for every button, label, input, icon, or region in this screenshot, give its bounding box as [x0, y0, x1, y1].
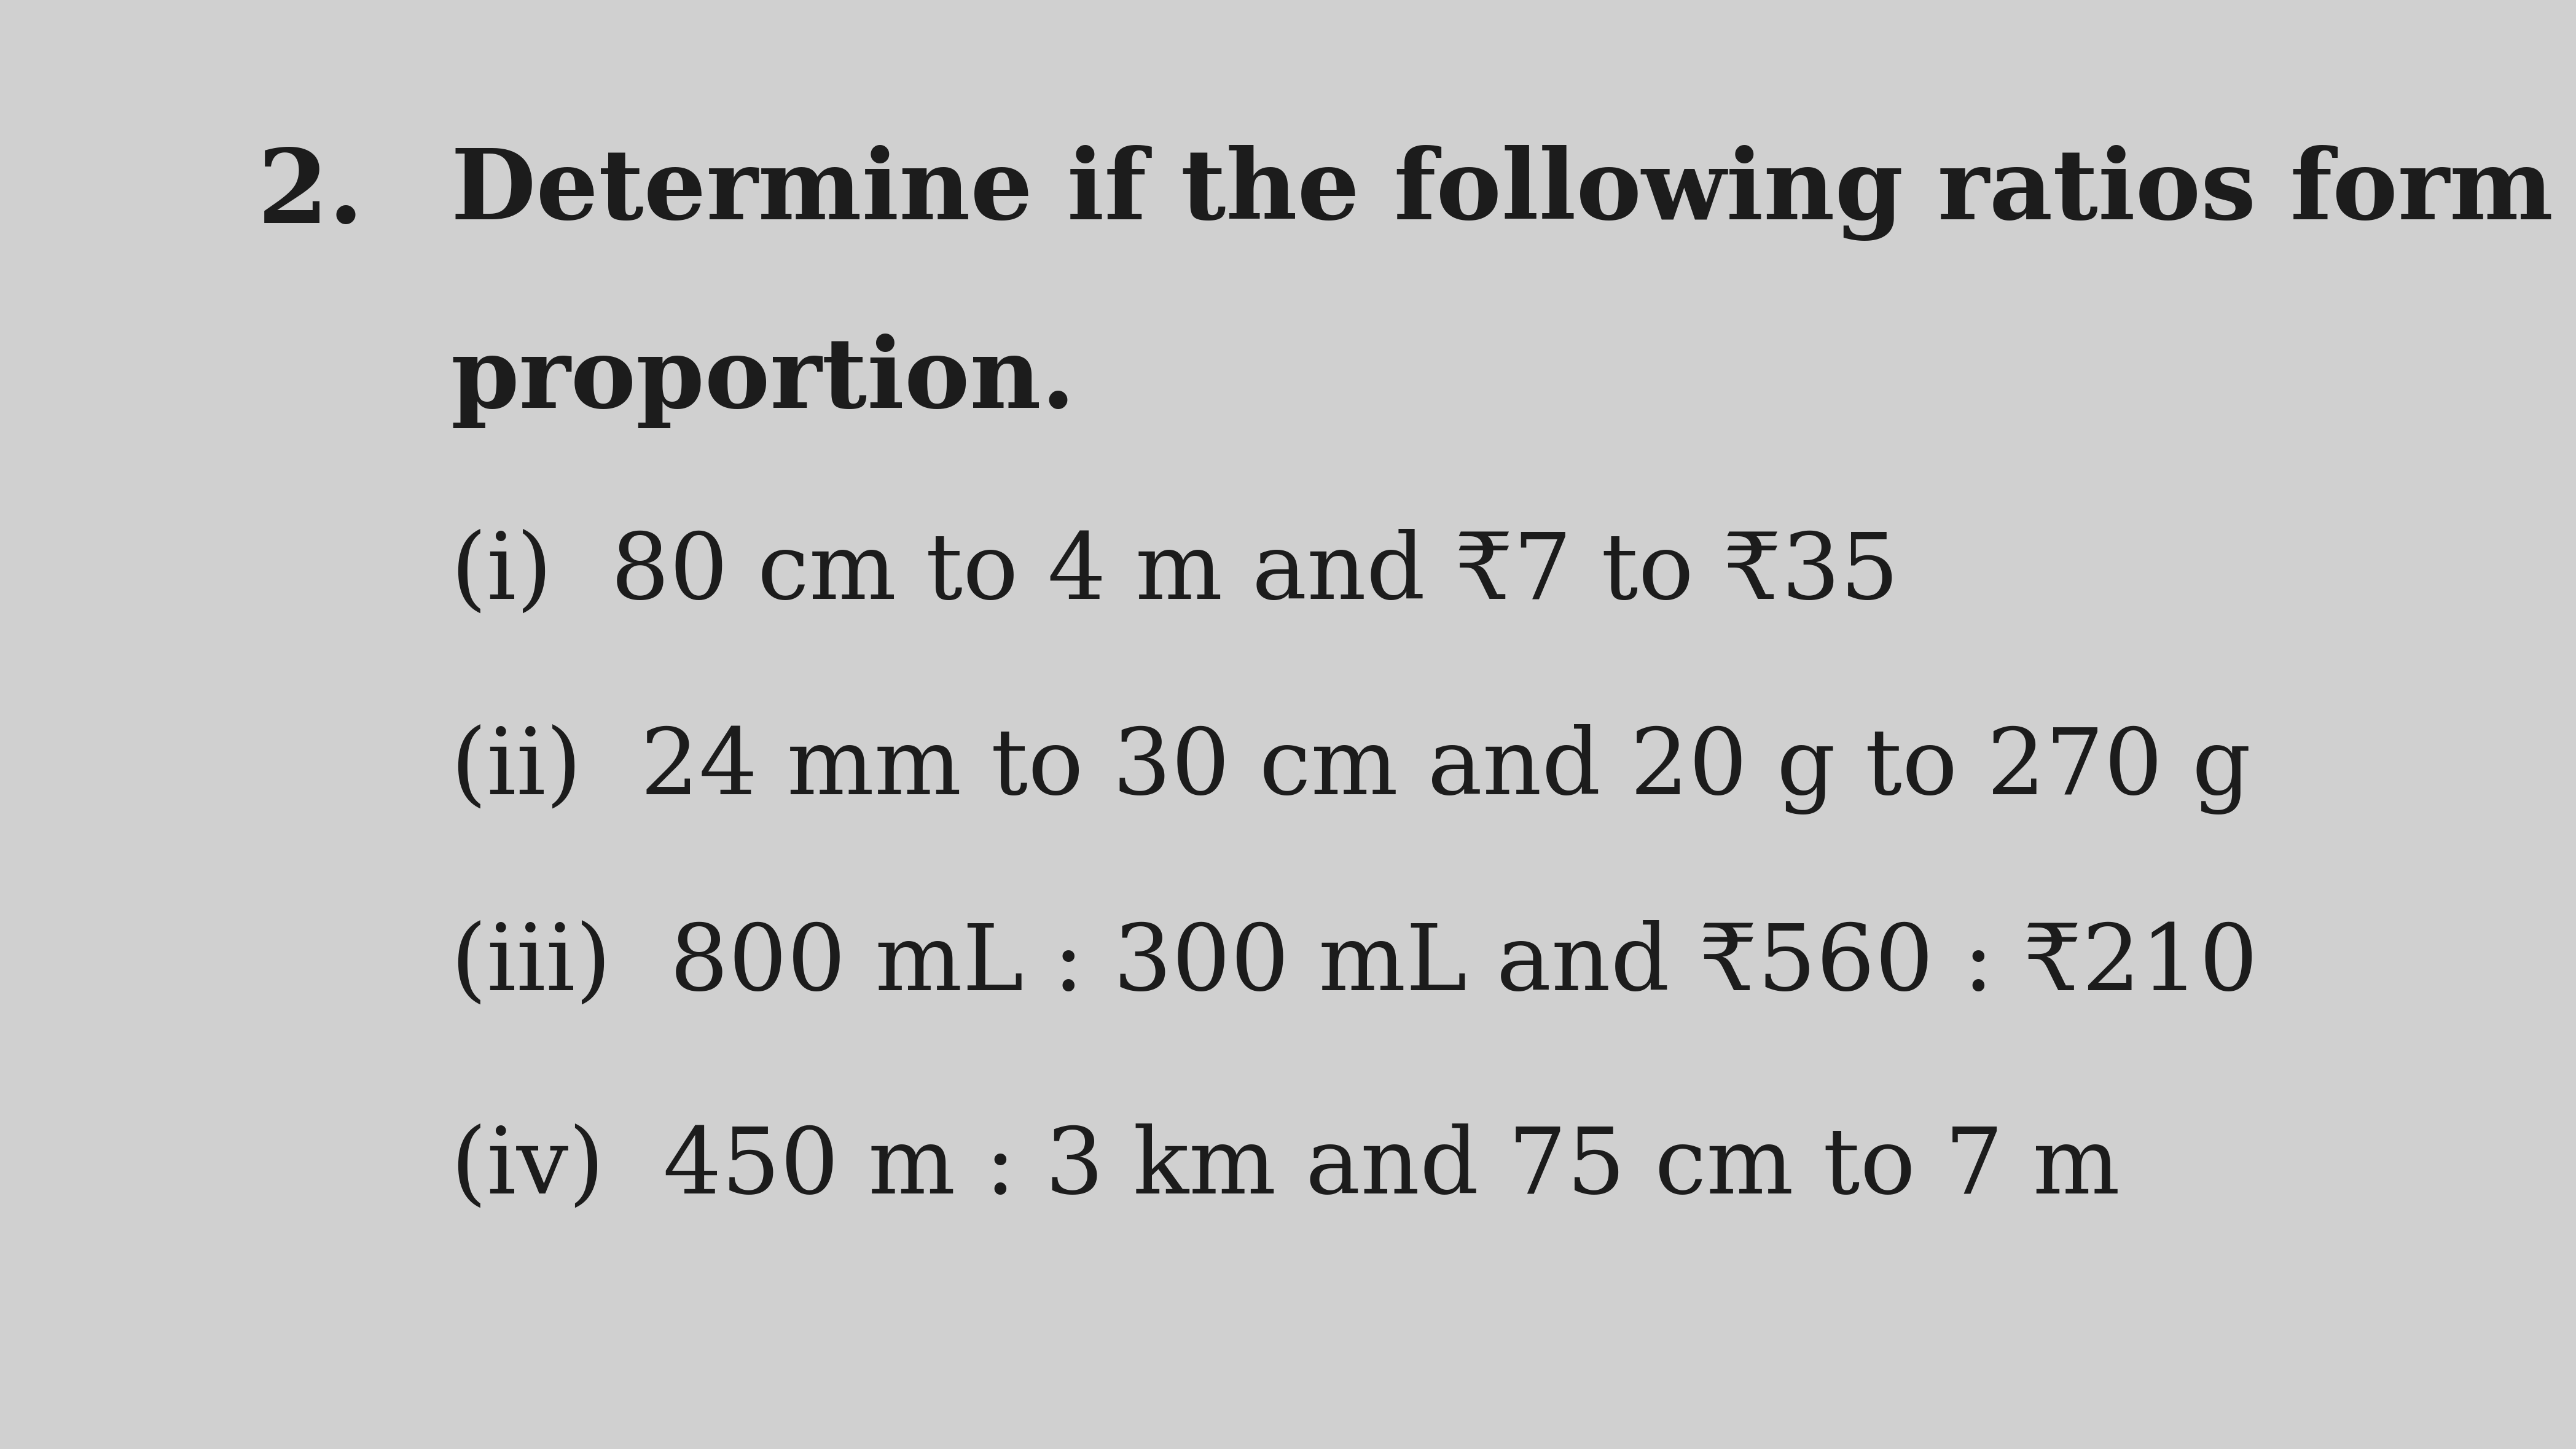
Text: proportion.: proportion. [451, 333, 1077, 427]
Text: 2.: 2. [258, 145, 363, 245]
Text: (iii)  800 mL : 300 mL and ₹560 : ₹210: (iii) 800 mL : 300 mL and ₹560 : ₹210 [451, 920, 2257, 1009]
Text: Determine if the following ratios form a: Determine if the following ratios form a [451, 145, 2576, 241]
Text: (iv)  450 m : 3 km and 75 cm to 7 m: (iv) 450 m : 3 km and 75 cm to 7 m [451, 1123, 2120, 1211]
Text: (i)  80 cm to 4 m and ₹7 to ₹35: (i) 80 cm to 4 m and ₹7 to ₹35 [451, 529, 1899, 617]
Text: (ii)  24 mm to 30 cm and 20 g to 270 g: (ii) 24 mm to 30 cm and 20 g to 270 g [451, 724, 2251, 814]
